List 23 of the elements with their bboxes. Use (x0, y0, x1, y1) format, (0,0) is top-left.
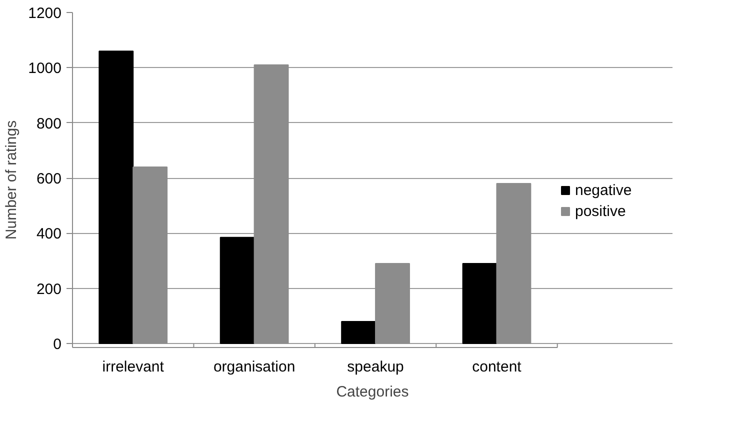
bar (220, 236, 255, 344)
bar (98, 50, 134, 344)
x-axis-title: Categories (336, 384, 409, 400)
bar (375, 263, 410, 344)
y-tick-label: 600 (36, 170, 62, 188)
y-axis-title: Number of ratings (3, 120, 20, 240)
bar (496, 183, 532, 344)
y-tick-label: 400 (36, 226, 62, 243)
bar (254, 64, 289, 344)
y-tick-label: 1200 (28, 5, 62, 22)
y-tick-label: 800 (36, 115, 62, 132)
y-tick-label: 200 (36, 280, 62, 298)
x-tick-label: speakup (347, 358, 404, 376)
bar (462, 263, 498, 344)
bar (132, 166, 168, 344)
legend-label: positive (575, 202, 626, 220)
y-tick-label: 1000 (28, 60, 62, 78)
x-tick-label: content (472, 358, 522, 376)
x-tick-label: organisation (213, 358, 296, 376)
legend-label: negative (575, 182, 632, 199)
bar (341, 320, 376, 344)
y-tick-label: 0 (53, 336, 62, 354)
x-tick-label: irrelevant (102, 358, 165, 376)
